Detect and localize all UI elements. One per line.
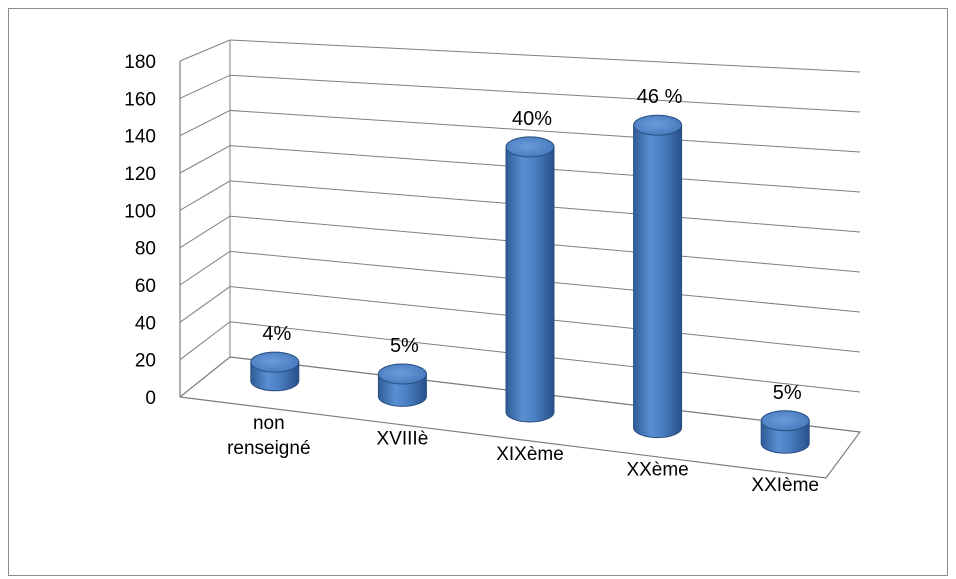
data-label: 4% [262,323,291,345]
bar-3 [505,136,555,423]
bar-body [505,146,555,423]
bar-top [377,363,427,385]
data-label: 5% [773,382,802,404]
y-tick-label: 40 [135,313,156,334]
data-label: 46 % [637,86,683,108]
bar-body [633,124,683,439]
y-tick-label: 80 [135,239,156,260]
bar-5 [760,410,810,454]
gridline [179,39,861,73]
y-tick-label: 140 [124,127,156,148]
y-tick-label: 0 [145,388,156,409]
gridline [179,74,861,113]
bar-top [760,410,810,432]
bar-top [633,114,683,136]
bar-1 [250,351,300,392]
y-tick-label: 180 [124,52,156,73]
y-tick-label: 160 [124,89,156,110]
x-tick-label: XVIIIè [377,428,429,449]
y-axis-ticks: 0 20 40 60 80 100 120 140 160 180 [124,52,156,409]
data-labels: 4% 5% 40% 46 % 5% [262,86,802,404]
bar-2 [377,363,427,407]
x-axis-categories: non renseigné XVIIIè XIXème XXème XXIème [227,413,819,496]
y-tick-label: 20 [135,351,156,372]
bar-layer [250,114,810,454]
y-tick-label: 60 [135,276,156,297]
x-tick-label: non renseigné [227,413,310,459]
bar-top [250,351,300,373]
x-tick-label: XXIème [751,475,819,496]
y-tick-label: 100 [124,201,156,222]
bar-4 [633,114,683,439]
chart-frame [8,8,948,576]
x-tick-label: XIXème [496,444,564,465]
data-label: 5% [390,335,419,357]
y-tick-label: 120 [124,164,156,185]
data-label: 40% [512,108,552,130]
bar-top [505,136,555,158]
x-tick-label: XXème [626,460,688,481]
